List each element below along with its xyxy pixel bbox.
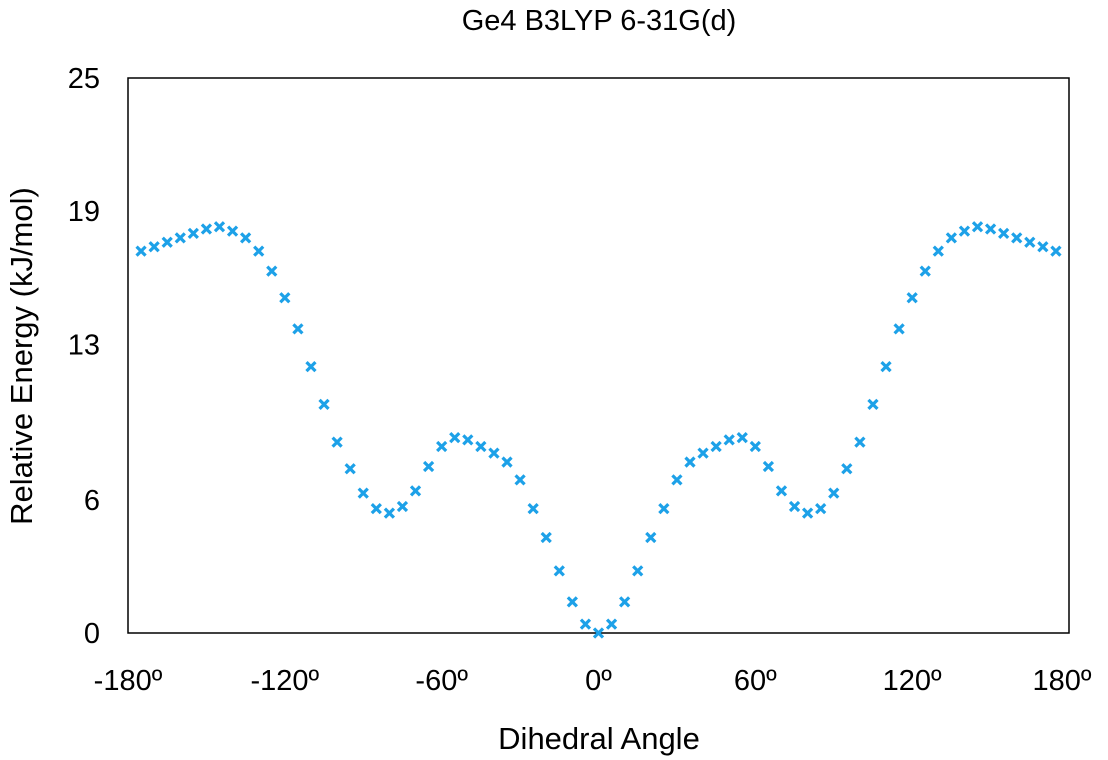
data-point <box>318 398 330 410</box>
data-point <box>370 503 382 515</box>
data-point <box>501 456 513 468</box>
data-point <box>266 265 278 277</box>
data-point <box>658 503 670 515</box>
plot-area <box>127 77 1070 634</box>
y-tick-label: 6 <box>84 485 100 517</box>
data-point <box>697 447 709 459</box>
data-point <box>279 292 291 304</box>
data-point <box>422 460 435 473</box>
x-axis-ticks: -180º -120º -60º 0º 60º 120º 180º <box>94 665 1092 697</box>
data-point <box>958 225 971 237</box>
data-point <box>305 360 317 373</box>
data-point <box>762 460 775 473</box>
data-point <box>645 531 657 544</box>
data-point <box>436 440 448 453</box>
data-point <box>135 245 147 257</box>
x-tick-label: 60º <box>734 665 777 697</box>
data-point <box>749 440 761 453</box>
data-point <box>383 507 396 519</box>
data-point <box>710 440 722 453</box>
data-point <box>723 434 735 446</box>
data-point <box>475 440 487 453</box>
data-point <box>671 474 683 486</box>
data-point <box>200 223 213 235</box>
chart-title: Ge4 B3LYP 6-31G(d) <box>462 5 737 37</box>
data-point <box>893 323 905 335</box>
data-point <box>187 227 199 240</box>
data-point <box>788 500 801 513</box>
data-point <box>1024 236 1036 248</box>
data-point <box>945 232 958 244</box>
data-point <box>226 225 239 237</box>
x-axis-label: Dihedral Angle <box>498 721 700 756</box>
data-point <box>449 432 461 444</box>
data-point <box>775 485 788 497</box>
data-point <box>971 221 984 233</box>
data-point <box>684 456 696 468</box>
data-point <box>867 398 879 410</box>
data-point <box>527 503 539 515</box>
data-point <box>488 447 500 459</box>
data-point <box>514 474 526 486</box>
data-point <box>919 265 931 277</box>
x-tick-label: -120º <box>251 665 320 697</box>
data-point <box>566 596 578 608</box>
x-tick-label: 120º <box>883 665 942 697</box>
data-point <box>396 500 409 513</box>
x-tick-label: -180º <box>94 665 163 697</box>
data-point <box>409 485 422 497</box>
data-point <box>292 323 304 335</box>
x-tick-label: 180º <box>1033 665 1092 697</box>
data-point <box>540 531 552 544</box>
data-point <box>906 292 918 304</box>
data-point <box>1037 241 1049 253</box>
data-point <box>213 221 226 233</box>
data-point <box>357 487 369 499</box>
y-tick-label: 19 <box>68 196 100 228</box>
data-points <box>135 221 1062 639</box>
data-point <box>253 245 265 257</box>
data-point <box>828 487 840 499</box>
data-point <box>1011 232 1023 244</box>
x-tick-label: -60º <box>415 665 468 697</box>
y-axis-label: Relative Energy (kJ/mol) <box>4 187 39 525</box>
data-point <box>932 245 944 257</box>
data-point <box>736 432 748 444</box>
data-point <box>880 360 892 373</box>
data-point <box>801 507 814 519</box>
data-point <box>854 436 866 448</box>
data-point <box>553 565 565 577</box>
y-tick-label: 25 <box>68 63 100 95</box>
data-point <box>592 627 605 639</box>
x-tick-label: 0º <box>585 665 612 697</box>
y-tick-label: 0 <box>84 618 100 650</box>
data-point <box>331 436 343 448</box>
data-point <box>239 232 252 244</box>
data-point <box>174 232 186 244</box>
data-point <box>998 227 1010 240</box>
data-point <box>984 223 997 235</box>
y-tick-label: 13 <box>68 329 100 361</box>
data-point <box>579 618 592 630</box>
y-axis-ticks: 0 6 13 19 25 <box>68 63 100 650</box>
data-point <box>605 618 618 630</box>
data-point <box>632 565 644 577</box>
data-point <box>1050 245 1062 257</box>
data-point <box>841 463 853 475</box>
data-point <box>462 434 474 446</box>
data-point <box>619 596 631 608</box>
data-point <box>815 503 827 515</box>
data-point <box>161 236 173 248</box>
data-point <box>344 463 356 475</box>
data-point <box>148 241 160 253</box>
